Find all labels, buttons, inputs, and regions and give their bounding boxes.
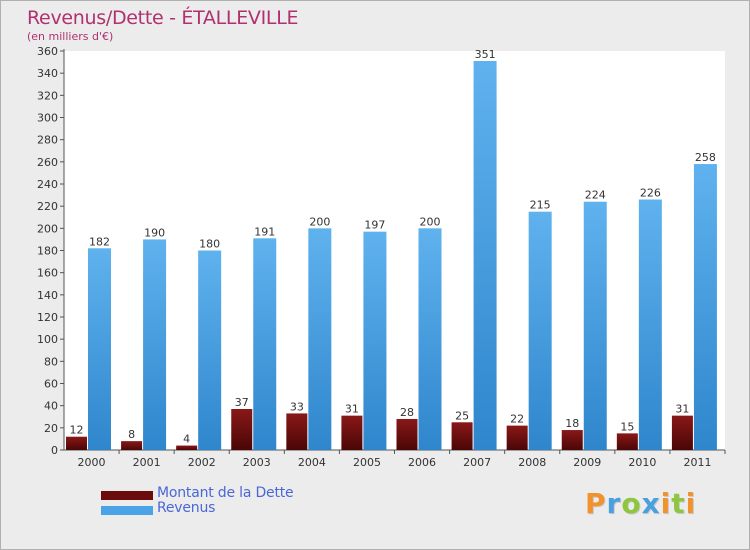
logo-letter: i — [660, 487, 672, 520]
logo-letter: x — [641, 487, 661, 520]
data-label-dette: 4 — [183, 433, 190, 446]
chart-title: Revenus/Dette - ÉTALLEVILLE — [27, 7, 299, 29]
legend-label-dette: Montant de la Dette — [157, 485, 294, 501]
bar-revenus — [693, 164, 717, 451]
y-tick-label: 120 — [37, 311, 58, 324]
data-label-revenus: 226 — [640, 187, 661, 200]
legend-swatch-dette — [101, 491, 153, 500]
logo-letter: i — [685, 487, 697, 520]
bar-dette — [176, 445, 198, 450]
data-label-dette: 12 — [70, 424, 84, 437]
logo-letter: r — [606, 487, 622, 520]
x-tick-label: 2000 — [78, 456, 106, 469]
data-label-revenus: 215 — [530, 199, 551, 212]
logo-letter: t — [671, 487, 686, 520]
x-tick-label: 2006 — [408, 456, 436, 469]
bar-dette — [231, 408, 253, 450]
data-label-revenus: 180 — [199, 238, 220, 251]
data-label-dette: 22 — [510, 413, 524, 426]
bar-revenus — [253, 238, 277, 450]
bar-revenus — [143, 239, 167, 450]
data-label-dette: 28 — [400, 406, 414, 419]
y-tick-label: 140 — [37, 289, 58, 302]
data-label-revenus: 351 — [475, 48, 496, 61]
bar-dette — [66, 436, 87, 450]
legend-label-revenus: Revenus — [157, 500, 216, 516]
y-tick-label: 300 — [37, 112, 58, 125]
x-tick-label: 2009 — [573, 456, 601, 469]
data-label-dette: 33 — [290, 400, 304, 413]
y-tick-label: 80 — [44, 355, 58, 368]
data-label-revenus: 197 — [364, 219, 385, 232]
bar-revenus — [418, 228, 442, 450]
bar-dette — [396, 418, 418, 450]
data-label-revenus: 224 — [585, 189, 606, 202]
data-label-revenus: 258 — [695, 151, 716, 164]
bar-revenus — [198, 250, 222, 450]
logo-letter: P — [585, 487, 607, 520]
x-tick-label: 2005 — [353, 456, 381, 469]
data-label-revenus: 200 — [309, 215, 330, 228]
bar-dette — [121, 441, 143, 450]
bar-dette — [616, 433, 638, 450]
bar-dette — [561, 430, 583, 450]
data-label-dette: 37 — [235, 396, 249, 409]
y-tick-label: 180 — [37, 245, 58, 258]
data-label-revenus: 190 — [144, 226, 165, 239]
y-tick-label: 40 — [44, 400, 58, 413]
proxiti-logo: Proxiti — [585, 487, 696, 520]
y-tick-label: 200 — [37, 222, 58, 235]
data-label-dette: 8 — [128, 428, 135, 441]
data-label-revenus: 191 — [254, 225, 275, 238]
logo-letter: o — [621, 487, 642, 520]
y-tick-label: 340 — [37, 67, 58, 80]
bar-revenus — [583, 201, 607, 450]
data-label-dette: 18 — [565, 417, 579, 430]
data-label-revenus: 182 — [89, 235, 110, 248]
y-tick-label: 220 — [37, 200, 58, 213]
data-label-dette: 31 — [675, 403, 689, 416]
x-tick-label: 2002 — [188, 456, 216, 469]
y-tick-label: 320 — [37, 89, 58, 102]
x-tick-label: 2011 — [683, 456, 711, 469]
x-tick-label: 2003 — [243, 456, 271, 469]
bar-revenus — [638, 199, 662, 450]
data-label-revenus: 200 — [420, 215, 441, 228]
y-tick-label: 0 — [51, 444, 58, 457]
bar-dette — [286, 413, 308, 450]
x-tick-label: 2008 — [518, 456, 546, 469]
bar-dette — [506, 425, 528, 450]
y-tick-label: 20 — [44, 422, 58, 435]
x-tick-label: 2004 — [298, 456, 326, 469]
bar-revenus — [528, 211, 552, 450]
bar-revenus — [88, 248, 111, 450]
data-label-dette: 31 — [345, 403, 359, 416]
y-tick-label: 260 — [37, 156, 58, 169]
data-label-dette: 15 — [620, 420, 634, 433]
y-tick-label: 280 — [37, 134, 58, 147]
y-tick-label: 360 — [37, 45, 58, 58]
bar-revenus — [473, 60, 497, 450]
y-tick-label: 160 — [37, 267, 58, 280]
y-tick-label: 240 — [37, 178, 58, 191]
y-tick-label: 60 — [44, 378, 58, 391]
legend-swatch-revenus — [101, 506, 153, 515]
x-tick-label: 2010 — [628, 456, 656, 469]
bar-revenus — [308, 228, 332, 450]
bar-dette — [341, 415, 363, 450]
y-tick-label: 100 — [37, 333, 58, 346]
data-label-dette: 25 — [455, 409, 469, 422]
x-tick-label: 2007 — [463, 456, 491, 469]
bar-revenus — [363, 231, 387, 450]
bar-dette — [671, 415, 693, 450]
plot-area — [64, 51, 725, 450]
x-tick-label: 2001 — [133, 456, 161, 469]
chart-subtitle: (en milliers d'€) — [27, 30, 114, 43]
bar-dette — [451, 422, 473, 450]
